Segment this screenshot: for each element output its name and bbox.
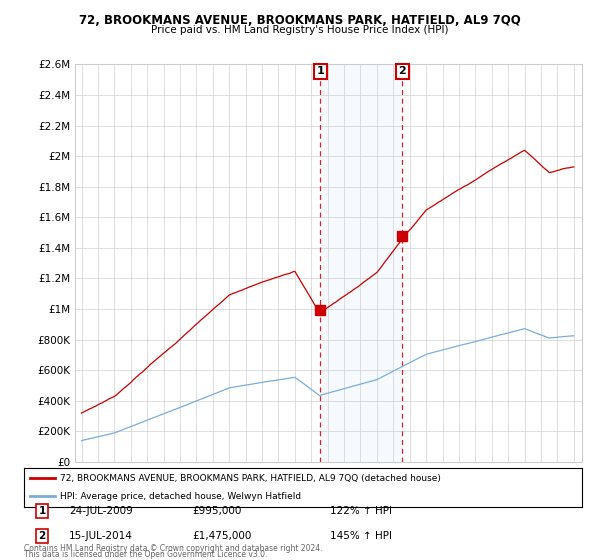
Text: 1: 1 bbox=[316, 67, 324, 76]
Text: 145% ↑ HPI: 145% ↑ HPI bbox=[330, 531, 392, 541]
Text: This data is licensed under the Open Government Licence v3.0.: This data is licensed under the Open Gov… bbox=[24, 550, 268, 559]
Text: 1: 1 bbox=[38, 506, 46, 516]
Text: 122% ↑ HPI: 122% ↑ HPI bbox=[330, 506, 392, 516]
Text: £1,475,000: £1,475,000 bbox=[192, 531, 251, 541]
Text: £995,000: £995,000 bbox=[192, 506, 241, 516]
Text: 2: 2 bbox=[398, 67, 406, 76]
Text: 72, BROOKMANS AVENUE, BROOKMANS PARK, HATFIELD, AL9 7QQ: 72, BROOKMANS AVENUE, BROOKMANS PARK, HA… bbox=[79, 14, 521, 27]
Text: 15-JUL-2014: 15-JUL-2014 bbox=[69, 531, 133, 541]
Text: 72, BROOKMANS AVENUE, BROOKMANS PARK, HATFIELD, AL9 7QQ (detached house): 72, BROOKMANS AVENUE, BROOKMANS PARK, HA… bbox=[60, 474, 441, 483]
Text: 24-JUL-2009: 24-JUL-2009 bbox=[69, 506, 133, 516]
Text: HPI: Average price, detached house, Welwyn Hatfield: HPI: Average price, detached house, Welw… bbox=[60, 492, 301, 501]
Bar bbox=[320, 64, 403, 462]
Text: Price paid vs. HM Land Registry's House Price Index (HPI): Price paid vs. HM Land Registry's House … bbox=[151, 25, 449, 35]
Text: Contains HM Land Registry data © Crown copyright and database right 2024.: Contains HM Land Registry data © Crown c… bbox=[24, 544, 323, 553]
Text: 2: 2 bbox=[38, 531, 46, 541]
